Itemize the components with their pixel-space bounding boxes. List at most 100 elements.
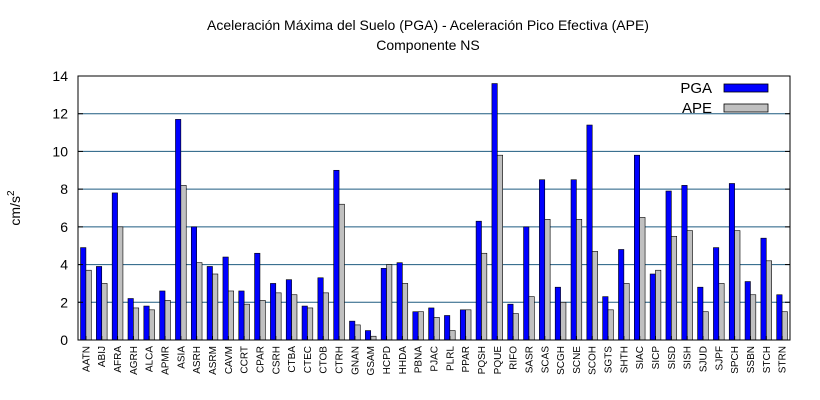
x-tick-label: SGTS xyxy=(604,346,615,374)
x-tick-label: AATN xyxy=(81,346,92,372)
bar-ape xyxy=(101,283,108,341)
x-tick-label: CTBA xyxy=(287,346,298,373)
bar-pga xyxy=(270,283,277,341)
x-tick-label: RIFO xyxy=(509,346,520,370)
bar-pga xyxy=(507,303,514,341)
bar-pga xyxy=(80,247,87,341)
bar-ape xyxy=(275,292,282,341)
y-axis-label: cm/s2 xyxy=(6,190,23,226)
x-tick-label: SIAC xyxy=(635,346,646,369)
x-tick-label: CAVM xyxy=(224,346,235,374)
x-tick-label: SISD xyxy=(667,346,678,369)
bar-ape xyxy=(196,262,203,341)
bar-pga xyxy=(523,226,530,341)
bar-ape xyxy=(496,154,503,341)
bar-ape xyxy=(402,283,409,341)
x-tick-label: PQUE xyxy=(493,346,504,375)
y-tick-label: 8 xyxy=(60,181,68,197)
x-tick-label: SASR xyxy=(524,346,535,373)
bar-ape xyxy=(354,324,361,341)
bar-ape xyxy=(750,294,757,341)
bar-ape xyxy=(734,230,741,341)
bar-ape xyxy=(528,296,535,341)
x-tick-label: SCGH xyxy=(556,346,567,375)
bar-pga xyxy=(665,190,672,341)
bar-ape xyxy=(307,307,314,341)
x-tick-label: SPCH xyxy=(730,346,741,374)
bar-ape xyxy=(591,251,598,341)
bar-ape xyxy=(291,294,298,341)
bar-pga xyxy=(570,179,577,341)
y-tick-label: 10 xyxy=(52,143,68,159)
bar-ape xyxy=(417,311,424,341)
bar-pga xyxy=(365,330,372,341)
bar-pga xyxy=(744,281,751,341)
bar-pga xyxy=(333,169,340,341)
x-tick-label: AFRA xyxy=(113,346,124,373)
y-axis-unit: cm/s xyxy=(7,196,23,226)
bar-pga xyxy=(618,249,625,341)
bar-ape xyxy=(671,235,678,341)
bar-ape xyxy=(370,335,377,341)
bar-ape xyxy=(148,309,155,341)
bar-pga xyxy=(159,290,166,341)
bar-pga xyxy=(776,294,783,341)
bar-ape xyxy=(686,230,693,341)
bar-ape xyxy=(117,226,124,341)
chart-subtitle: Componente NS xyxy=(376,37,480,53)
chart-title: Aceleración Máxima del Suelo (PGA) - Ace… xyxy=(207,17,649,33)
x-tick-label: CTOB xyxy=(319,346,330,374)
bar-pga xyxy=(602,296,609,341)
x-tick-label: SSBN xyxy=(746,346,757,373)
y-tick-label: 12 xyxy=(52,106,68,122)
bar-ape xyxy=(212,273,219,341)
y-tick-label: 0 xyxy=(60,332,68,348)
x-tick-label: HCPD xyxy=(382,346,393,374)
bar-ape xyxy=(259,300,266,341)
bar-pga xyxy=(681,185,688,341)
x-tick-label: CTEC xyxy=(303,346,314,373)
bar-ape xyxy=(512,313,519,341)
legend-label: PGA xyxy=(680,80,712,97)
bar-pga xyxy=(554,286,561,341)
bar-ape xyxy=(544,219,551,341)
y-tick-label: 6 xyxy=(60,219,68,235)
x-tick-label: ABIJ xyxy=(97,346,108,367)
bar-pga xyxy=(697,286,704,341)
x-tick-label: SJUD xyxy=(698,346,709,372)
bar-pga xyxy=(111,192,118,341)
bar-pga xyxy=(301,305,308,341)
bar-pga xyxy=(143,305,150,341)
x-tick-label: SICP xyxy=(651,346,662,370)
x-tick-label: GSAM xyxy=(366,346,377,375)
x-tick-label: CTRH xyxy=(335,346,346,374)
bar-ape xyxy=(576,219,583,341)
bar-pga xyxy=(222,256,229,341)
bar-pga xyxy=(285,279,292,341)
bar-ape xyxy=(228,290,234,341)
legend-label: APE xyxy=(682,100,712,117)
x-tick-label: SHTH xyxy=(619,346,630,373)
x-tick-label: SCOH xyxy=(588,346,599,375)
x-tick-label: ASRH xyxy=(192,346,203,374)
bar-ape xyxy=(433,317,440,341)
y-tick-label: 4 xyxy=(60,257,68,273)
bar-ape xyxy=(560,301,567,341)
bar-pga xyxy=(728,183,735,341)
bar-ape xyxy=(781,311,788,341)
bar-ape xyxy=(639,217,646,341)
bar-ape xyxy=(338,203,345,341)
bar-pga xyxy=(760,237,767,341)
bar-pga xyxy=(649,273,656,341)
bar-ape xyxy=(85,269,92,341)
x-tick-label: PLRL xyxy=(445,346,456,371)
bar-pga xyxy=(254,252,261,341)
bar-ape xyxy=(133,307,140,341)
y-axis-unit-exponent: 2 xyxy=(6,190,17,196)
bar-ape xyxy=(481,252,488,341)
bar-pga xyxy=(412,311,419,341)
x-tick-label: PJAC xyxy=(430,346,441,372)
x-tick-label: HHDA xyxy=(398,346,409,375)
bar-ape xyxy=(449,330,456,341)
